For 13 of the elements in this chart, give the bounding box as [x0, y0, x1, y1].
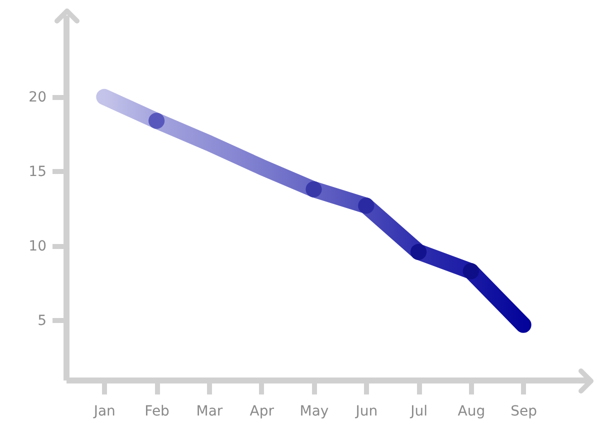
y-tick-label: 15: [28, 164, 46, 180]
x-tick-label: Apr: [250, 404, 274, 420]
y-tick-label: 5: [38, 312, 46, 329]
y-tick-label: 10: [28, 238, 46, 254]
x-tick-label: Feb: [144, 404, 170, 420]
y-tick-label: 20: [28, 89, 46, 106]
x-tick-label: Sep: [510, 404, 538, 420]
x-tick-label: Jan: [92, 404, 116, 420]
x-tick-label: Jul: [410, 404, 428, 420]
x-tick-label: Jun: [354, 404, 378, 420]
x-tick-label: Aug: [458, 404, 486, 420]
x-tick-label: May: [300, 404, 329, 420]
x-tick-label: Mar: [196, 404, 223, 420]
